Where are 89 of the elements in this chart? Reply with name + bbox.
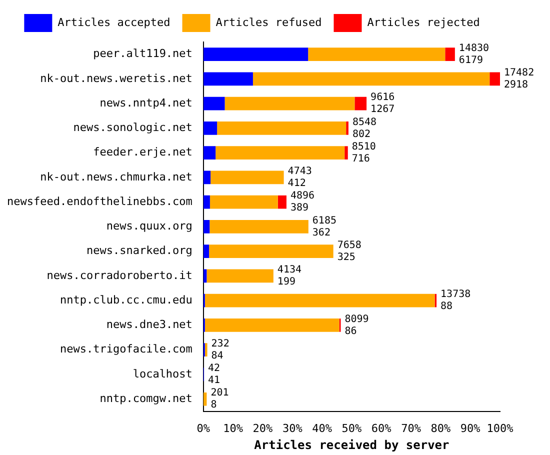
annotation: 325 xyxy=(337,252,356,263)
annotation: 4134 xyxy=(277,264,302,276)
annotation: 2918 xyxy=(504,80,528,91)
bar xyxy=(490,72,500,86)
y-tick-label: news.dne3.net xyxy=(106,318,192,332)
annotation: 4743 xyxy=(288,166,312,178)
legend-label: Articles rejected xyxy=(367,16,480,29)
y-tick-label: feeder.erje.net xyxy=(93,146,192,159)
annotation: 1267 xyxy=(370,104,395,116)
annotation: 86 xyxy=(344,326,357,337)
bar xyxy=(203,48,308,61)
x-tick-label: 60% xyxy=(371,422,392,435)
bar xyxy=(308,48,446,61)
bar xyxy=(210,220,308,234)
annotation: 232 xyxy=(211,338,230,350)
annotation: 84 xyxy=(211,350,224,362)
x-tick-label: 90% xyxy=(460,422,481,435)
x-tick-label: 50% xyxy=(342,422,362,435)
y-tick-label: nk-out.news.weretis.net xyxy=(40,72,192,85)
bar xyxy=(216,146,345,160)
y-tick-label: nk-out.news.chmurka.net xyxy=(40,170,192,184)
annotation: 17482 xyxy=(504,68,534,79)
x-tick-label: 100% xyxy=(486,422,514,435)
y-tick-label: nntp.club.cc.cmu.edu xyxy=(60,293,192,306)
bar xyxy=(204,343,208,356)
y-tick-label: news.nntp4.net xyxy=(100,96,192,110)
bar xyxy=(224,96,355,110)
annotation: 88 xyxy=(440,301,453,312)
bar xyxy=(354,96,367,110)
annotation: 199 xyxy=(277,276,296,288)
legend-label: Articles accepted xyxy=(58,16,170,29)
bar xyxy=(203,96,225,110)
annotation: 6185 xyxy=(312,215,337,226)
bar xyxy=(204,318,340,332)
annotation: 8099 xyxy=(344,314,369,325)
annotation: 201 xyxy=(210,388,229,399)
bar xyxy=(204,294,435,308)
bar xyxy=(344,146,348,160)
bar xyxy=(210,195,278,209)
y-tick-label: nntp.comgw.net xyxy=(100,392,192,405)
y-tick-label: news.snarked.org xyxy=(86,244,192,258)
y-tick-label: newsfeed.endofthelinebbs.com xyxy=(6,194,193,208)
y-tick-label: news.quux.org xyxy=(106,220,192,233)
bar xyxy=(203,72,253,86)
annotation: 716 xyxy=(352,153,370,164)
annotation: 4896 xyxy=(290,190,315,202)
bar xyxy=(445,48,455,61)
y-tick-label: localhost xyxy=(132,367,192,380)
bar xyxy=(203,170,211,184)
bar xyxy=(217,122,346,135)
x-tick-label: 80% xyxy=(430,422,451,435)
annotation: 41 xyxy=(208,375,220,386)
x-tick-label: 40% xyxy=(312,422,332,435)
annotation: 9616 xyxy=(370,92,395,104)
legend-label: Articles refused xyxy=(216,16,322,29)
bar xyxy=(209,244,334,258)
annotation: 6179 xyxy=(458,54,484,66)
bar xyxy=(203,146,216,160)
bar xyxy=(203,269,207,283)
annotation: 8510 xyxy=(352,141,376,152)
y-tick-label: news.sonologic.net xyxy=(73,121,192,134)
bar xyxy=(203,195,210,209)
x-tick-label: 30% xyxy=(282,422,303,435)
annotation: 13738 xyxy=(440,289,471,300)
y-tick-label: news.corradoroberto.it xyxy=(46,268,192,282)
x-tick-label: 0% xyxy=(196,422,210,435)
x-tick-label: 70% xyxy=(401,422,422,435)
bar xyxy=(203,244,210,258)
x-tick-label: 10% xyxy=(223,422,244,435)
annotation: 8 xyxy=(210,400,217,411)
annotation: 412 xyxy=(288,178,306,190)
bar xyxy=(203,122,218,135)
annotation: 802 xyxy=(352,128,371,140)
y-tick-label: peer.alt119.net xyxy=(93,47,192,60)
bar xyxy=(210,170,284,184)
annotation: 7658 xyxy=(337,240,362,251)
annotation: 42 xyxy=(208,363,220,374)
bar xyxy=(278,195,286,209)
bar xyxy=(206,269,274,283)
y-tick-label: news.trigofacile.com xyxy=(60,342,193,356)
bar xyxy=(203,392,207,406)
x-tick-label: 20% xyxy=(252,422,274,435)
annotation: 389 xyxy=(290,202,309,214)
x-axis-title: Articles received by server xyxy=(254,438,450,452)
annotation: 14830 xyxy=(458,42,490,54)
annotation: 362 xyxy=(312,227,330,238)
bar xyxy=(252,72,490,86)
annotation: 8548 xyxy=(352,116,377,128)
bar xyxy=(203,220,210,234)
